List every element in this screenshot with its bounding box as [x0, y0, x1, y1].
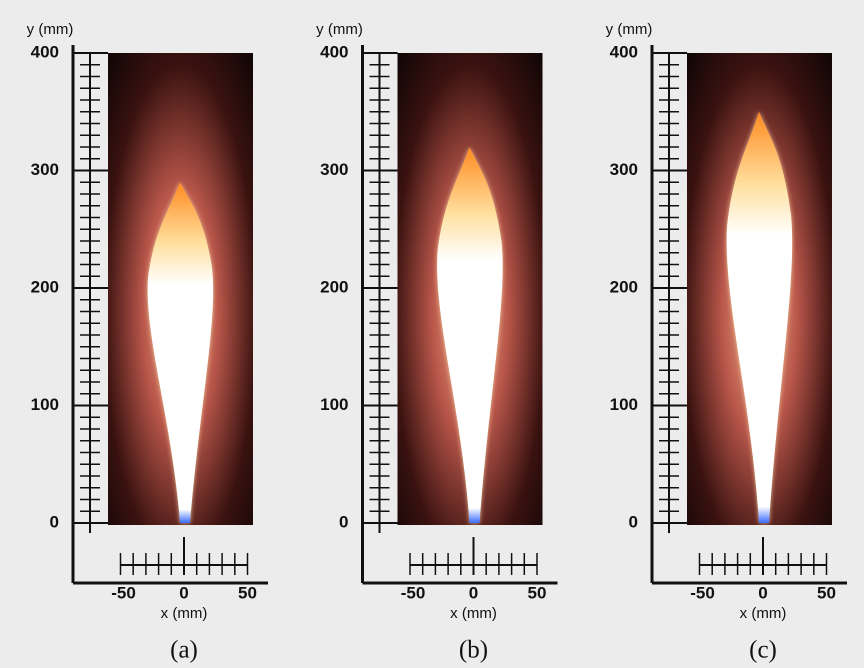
y-axis-label: y (mm)	[316, 21, 363, 38]
x-tick-label: 0	[758, 583, 767, 602]
x-tick-label: 0	[469, 583, 478, 602]
y-tick-label: 100	[610, 395, 638, 414]
y-tick-label: 400	[31, 42, 59, 61]
y-tick-label: 0	[629, 512, 638, 531]
y-tick-label: 300	[610, 160, 638, 179]
x-tick-label: 50	[817, 583, 836, 602]
y-tick-label: 100	[320, 395, 348, 414]
x-tick-label: 50	[528, 583, 547, 602]
panel: 400 300 200 100 0 y (mm) -50 0 50 x (mm) (a)	[27, 21, 268, 664]
y-tick-label: 100	[31, 395, 59, 414]
y-tick-label: 400	[320, 42, 348, 61]
x-tick-label: -50	[690, 583, 715, 602]
panel: 400 300 200 100 0 y (mm) -50 0 50 x (mm) (b)	[316, 21, 557, 664]
y-tick-label: 0	[339, 512, 348, 531]
figure: 400 300 200 100 0 y (mm) -50 0 50 x (mm) (a) 400 300…	[0, 0, 864, 668]
y-axis-label: y (mm)	[606, 21, 653, 38]
panel: 400 300 200 100 0 y (mm) -50 0 50 x (mm) (c)	[606, 21, 847, 664]
y-tick-label: 200	[31, 277, 59, 296]
y-tick-label: 400	[610, 42, 638, 61]
x-tick-label: -50	[401, 583, 426, 602]
y-tick-label: 200	[320, 277, 348, 296]
x-axis-label: x (mm)	[450, 605, 497, 622]
y-axis-label: y (mm)	[27, 21, 74, 38]
x-tick-label: 0	[179, 583, 188, 602]
x-tick-label: 50	[238, 583, 257, 602]
x-axis-label: x (mm)	[161, 605, 208, 622]
y-tick-label: 300	[31, 160, 59, 179]
y-tick-label: 0	[50, 512, 59, 531]
y-tick-label: 200	[610, 277, 638, 296]
y-tick-label: 300	[320, 160, 348, 179]
caption: (a)	[170, 637, 198, 664]
caption: (c)	[749, 637, 777, 664]
x-tick-label: -50	[111, 583, 136, 602]
x-axis-label: x (mm)	[740, 605, 787, 622]
caption: (b)	[459, 637, 488, 664]
